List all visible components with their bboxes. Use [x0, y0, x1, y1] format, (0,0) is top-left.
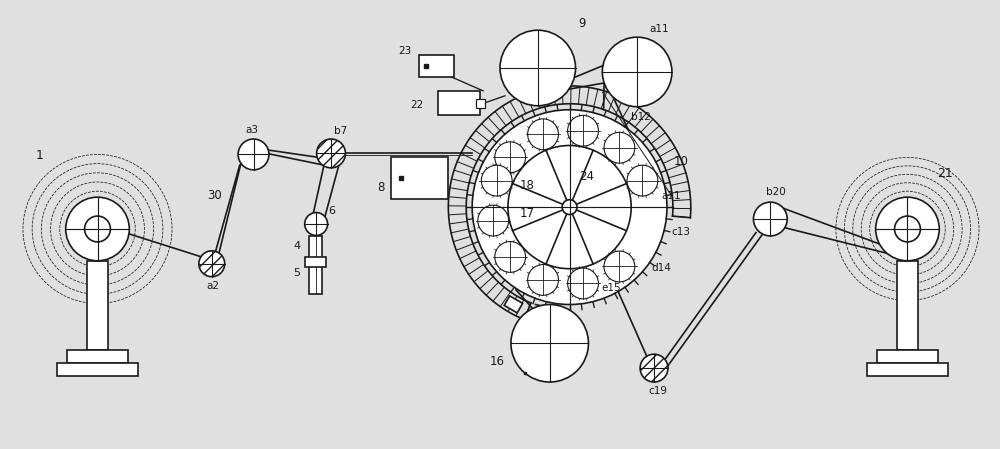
Text: 4: 4 [293, 241, 300, 251]
Text: e15: e15 [601, 282, 621, 293]
Text: 9: 9 [579, 17, 586, 30]
Circle shape [876, 197, 939, 261]
Bar [867, 363, 948, 376]
Text: 1: 1 [36, 150, 44, 163]
Circle shape [602, 37, 672, 107]
Circle shape [568, 268, 598, 299]
Circle shape [604, 132, 635, 163]
Text: c13: c13 [671, 227, 690, 237]
Circle shape [495, 142, 526, 173]
Circle shape [895, 216, 920, 242]
Circle shape [528, 264, 558, 295]
Circle shape [528, 119, 558, 150]
Text: 8: 8 [377, 181, 384, 194]
Circle shape [305, 212, 328, 235]
Bar [391, 158, 448, 199]
Text: 10: 10 [674, 155, 689, 168]
Text: 6: 6 [328, 206, 335, 216]
Circle shape [640, 354, 668, 382]
Circle shape [562, 200, 577, 215]
Text: 5: 5 [293, 268, 300, 277]
Circle shape [508, 145, 631, 269]
Circle shape [238, 139, 269, 170]
Text: d14: d14 [651, 263, 671, 273]
Bar [438, 91, 480, 114]
Circle shape [66, 197, 129, 261]
Circle shape [199, 251, 225, 277]
Text: 22: 22 [411, 100, 424, 110]
Bar [67, 350, 128, 363]
Bar [305, 257, 326, 267]
Circle shape [472, 110, 667, 304]
Text: a11: a11 [661, 191, 681, 201]
Text: a11: a11 [649, 24, 669, 34]
Text: 17: 17 [520, 207, 535, 220]
Text: a2: a2 [207, 281, 220, 291]
Text: c19: c19 [648, 386, 667, 396]
Circle shape [317, 139, 345, 168]
Circle shape [481, 165, 512, 196]
Bar [309, 236, 322, 294]
Text: b12: b12 [631, 112, 651, 122]
Circle shape [604, 251, 635, 282]
Circle shape [753, 202, 787, 236]
Text: a3: a3 [246, 124, 259, 135]
Bar [87, 261, 108, 350]
Circle shape [627, 165, 658, 196]
Text: b7: b7 [334, 126, 347, 136]
Bar [504, 296, 523, 313]
Bar [476, 99, 485, 108]
Bar [897, 261, 918, 350]
Text: 30: 30 [207, 189, 222, 202]
Bar [419, 55, 454, 77]
Circle shape [478, 205, 509, 236]
Bar [57, 363, 138, 376]
Circle shape [568, 115, 598, 146]
Text: 23: 23 [399, 46, 412, 56]
Circle shape [85, 216, 110, 242]
Text: 16: 16 [490, 355, 505, 368]
Text: b20: b20 [766, 187, 786, 197]
Text: 18: 18 [520, 179, 535, 192]
Text: 21: 21 [937, 167, 953, 180]
Circle shape [511, 304, 588, 382]
Bar [877, 350, 938, 363]
Circle shape [500, 30, 576, 106]
Text: 24: 24 [580, 170, 595, 183]
Circle shape [495, 242, 526, 273]
